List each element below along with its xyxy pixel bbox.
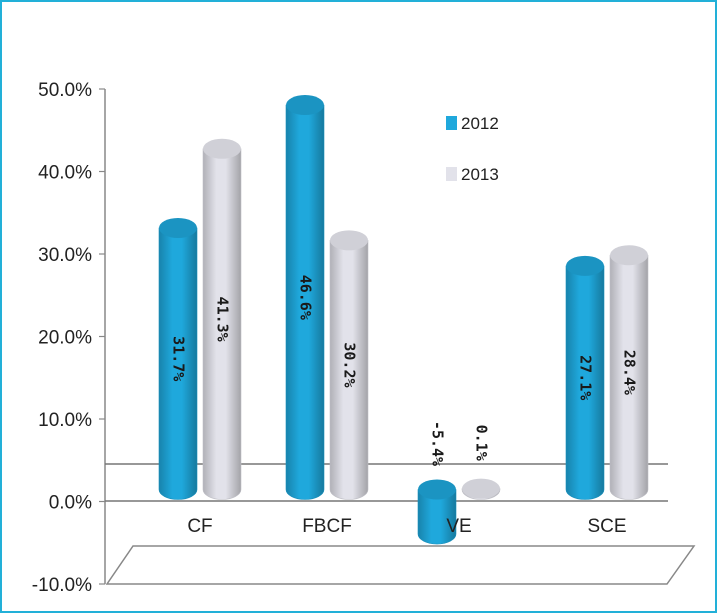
data-label: 41.3% [214,297,232,342]
bar-cap [610,245,648,266]
y-tick-label: 20.0% [38,328,92,349]
data-label: 0.1% [473,425,491,461]
bar-cap [286,95,324,116]
bar[interactable] [565,265,605,500]
floor-plane [105,545,696,585]
data-label: 46.6% [297,275,315,320]
data-label: 27.1% [577,355,595,400]
data-label: -5.4% [429,421,447,466]
bar[interactable] [202,148,242,500]
data-label: 31.7% [170,336,188,381]
bar[interactable] [329,240,369,500]
y-tick-label: 40.0% [38,163,92,184]
y-tick-label: -10.0% [32,575,92,596]
category-label: VE [446,516,471,537]
category-label: SCE [587,516,626,537]
bar[interactable] [609,254,649,500]
category-label: CF [187,516,212,537]
bar[interactable] [285,104,325,500]
bar-cap [566,255,604,276]
bar-cap [418,479,456,500]
bar-cap [330,230,368,251]
data-label: 28.4% [621,350,639,395]
category-label: FBCF [302,516,352,537]
bar-cap [159,217,197,238]
legend-label: 2012 [461,114,499,133]
y-tick-label: 30.0% [38,245,92,266]
bar-cap [462,478,500,499]
y-tick-label: 50.0% [38,80,92,101]
y-tick-label: 10.0% [38,410,92,431]
legend-label: 2013 [461,165,499,184]
bar[interactable] [158,227,198,500]
y-tick-label: 0.0% [49,493,92,514]
legend-swatch [446,167,457,181]
data-label: 30.2% [341,342,359,387]
legend-swatch [446,116,457,130]
bar[interactable] [417,489,457,545]
bar-cap [203,138,241,159]
